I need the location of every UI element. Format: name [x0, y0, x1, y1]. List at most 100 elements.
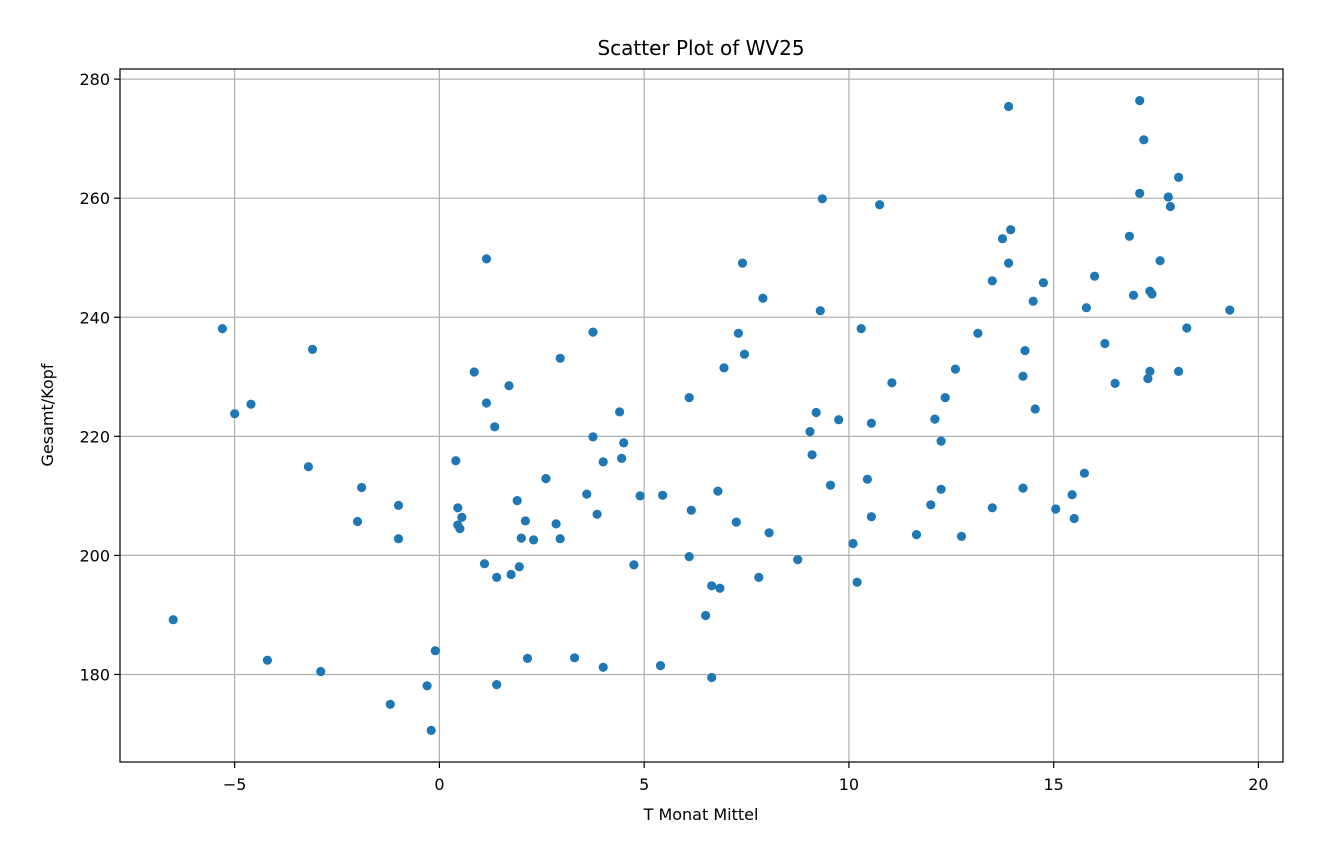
- chart-title: Scatter Plot of WV25: [597, 36, 804, 60]
- data-point: [1067, 490, 1077, 500]
- data-point: [619, 438, 629, 448]
- x-tick-label: 15: [1043, 775, 1063, 794]
- y-axis-label: Gesamt/Kopf: [38, 363, 57, 466]
- data-point: [856, 324, 866, 334]
- data-point: [426, 725, 436, 736]
- data-point: [1225, 305, 1235, 315]
- data-point: [930, 414, 940, 424]
- data-point: [555, 534, 565, 544]
- data-point: [1028, 296, 1038, 306]
- data-point: [492, 680, 502, 690]
- data-point: [230, 409, 240, 419]
- data-point: [1182, 323, 1192, 333]
- x-tick-label: 5: [639, 775, 649, 794]
- data-point: [686, 505, 696, 515]
- data-point: [582, 489, 592, 499]
- data-point: [598, 662, 608, 672]
- data-point: [1018, 371, 1028, 381]
- data-point: [246, 399, 256, 409]
- data-point: [1020, 346, 1030, 356]
- data-point: [422, 681, 432, 691]
- y-tick-label: 180: [79, 665, 110, 684]
- data-point: [504, 381, 514, 391]
- data-point: [811, 407, 821, 418]
- plot-frame: [119, 68, 1284, 763]
- data-point: [555, 353, 565, 363]
- data-point: [1110, 378, 1120, 388]
- data-point: [1135, 96, 1145, 106]
- x-axis: −5 0 5 10 15 20: [223, 762, 1269, 794]
- data-point: [490, 422, 500, 432]
- data-point: [1030, 404, 1040, 414]
- data-point: [737, 258, 748, 268]
- y-axis: 180 200 220 240 260 280: [79, 70, 120, 684]
- data-point: [1079, 468, 1089, 478]
- data-point: [393, 500, 404, 510]
- data-point: [887, 378, 897, 388]
- data-point: [352, 516, 363, 527]
- data-point: [764, 528, 774, 538]
- data-point: [303, 462, 313, 472]
- data-point: [481, 254, 492, 264]
- data-point: [911, 530, 922, 540]
- data-point: [987, 503, 997, 513]
- data-point: [758, 293, 768, 303]
- data-point: [805, 427, 815, 437]
- data-point: [1090, 271, 1100, 281]
- data-point: [451, 456, 461, 466]
- data-point: [1128, 290, 1139, 300]
- data-point: [1051, 504, 1061, 514]
- data-point: [629, 560, 639, 570]
- data-point: [512, 496, 522, 506]
- data-point: [936, 484, 946, 494]
- data-point: [1081, 303, 1091, 313]
- x-tick-label: 10: [839, 775, 859, 794]
- data-point: [956, 531, 967, 542]
- data-point: [834, 415, 844, 425]
- data-point: [316, 666, 326, 677]
- data-point: [357, 482, 367, 493]
- data-point: [217, 324, 227, 334]
- data-point: [715, 583, 725, 593]
- data-point: [1018, 483, 1028, 493]
- data-point: [1174, 366, 1184, 376]
- data-point: [541, 474, 551, 484]
- data-point: [701, 610, 711, 621]
- data-point: [570, 653, 580, 663]
- data-point: [1145, 366, 1155, 376]
- data-point: [793, 555, 803, 565]
- data-point: [1143, 374, 1153, 384]
- data-point: [987, 276, 997, 286]
- data-point: [684, 393, 694, 403]
- data-point: [655, 661, 666, 671]
- data-point: [852, 577, 862, 587]
- data-point: [492, 572, 502, 583]
- data-point: [522, 653, 533, 664]
- data-point: [385, 699, 395, 709]
- data-point: [592, 509, 602, 519]
- data-point: [719, 363, 729, 373]
- data-point: [1163, 192, 1173, 202]
- y-tick-label: 260: [79, 189, 110, 208]
- data-point: [635, 491, 645, 501]
- data-point: [1038, 278, 1048, 288]
- data-point: [1006, 225, 1016, 235]
- data-point: [588, 327, 598, 337]
- data-point: [973, 328, 983, 338]
- data-point: [551, 519, 561, 529]
- y-tick-label: 200: [79, 546, 110, 565]
- data-point: [506, 569, 516, 580]
- data-point: [815, 306, 825, 316]
- data-point: [1004, 101, 1014, 112]
- data-point: [457, 512, 467, 522]
- data-point: [997, 234, 1008, 244]
- y-tick-label: 280: [79, 70, 110, 89]
- data-point: [1004, 258, 1014, 268]
- data-point: [713, 486, 723, 496]
- data-point: [1147, 289, 1157, 299]
- data-point: [1155, 256, 1165, 266]
- data-point: [866, 418, 877, 428]
- data-point: [739, 349, 750, 359]
